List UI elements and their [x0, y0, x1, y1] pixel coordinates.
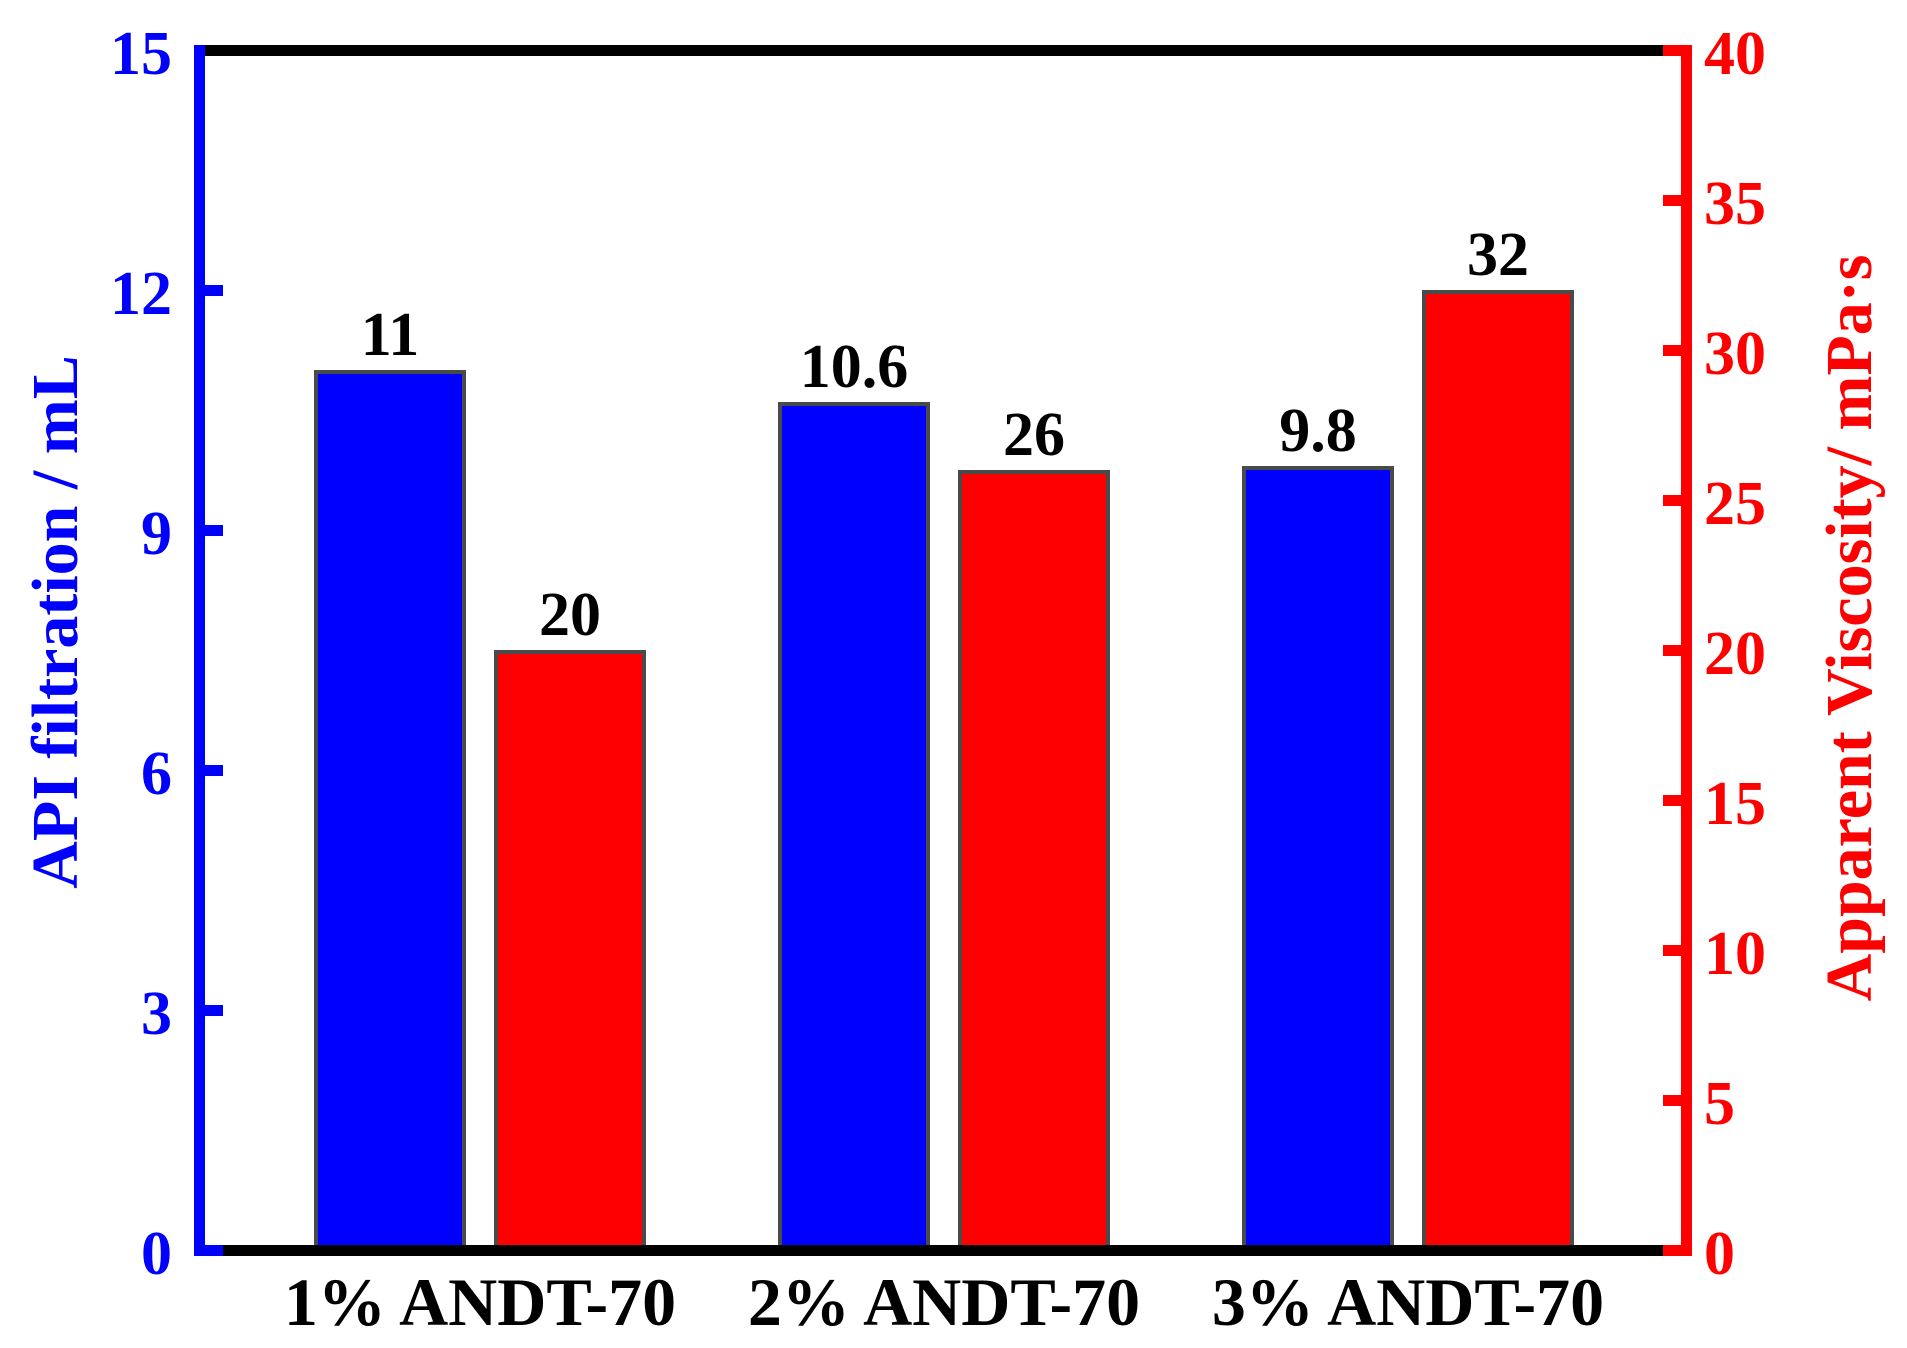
left-axis-tick: [205, 764, 223, 776]
right-tick-label: 0: [1704, 1220, 1735, 1288]
x-category-label: 1% ANDT-70: [283, 1264, 677, 1340]
plot-frame-top-line: [194, 45, 1663, 56]
left-tick-label: 6: [141, 740, 172, 808]
left-y-axis-line: [194, 45, 205, 1256]
apparent-viscosity-bar: [1422, 290, 1574, 1255]
right-y-axis-line: [1681, 45, 1692, 1256]
left-tick-label: 0: [141, 1220, 172, 1288]
right-tick-label: 20: [1704, 620, 1766, 688]
left-tick-label: 9: [141, 500, 172, 568]
bar-value-label: 9.8: [1279, 397, 1357, 465]
api-filtration-bar: [778, 402, 930, 1255]
right-axis-tick: [1663, 644, 1681, 656]
right-axis-tick: [1663, 944, 1681, 956]
apparent-viscosity-bar: [958, 470, 1110, 1255]
bar-value-label: 10.6: [799, 333, 909, 401]
left-tick-label: 3: [141, 980, 172, 1048]
plot-frame-bottom-line: [223, 1245, 1663, 1256]
right-axis-tick: [1663, 494, 1681, 506]
right-tick-label: 5: [1704, 1070, 1735, 1138]
right-tick-label: 40: [1704, 20, 1766, 88]
x-category-label: 2% ANDT-70: [747, 1264, 1141, 1340]
left-axis-tick: [205, 1004, 223, 1016]
left-axis-title: API filtration / mL: [19, 355, 92, 889]
right-axis-40-tick: [1663, 45, 1692, 56]
right-tick-label: 15: [1704, 770, 1766, 838]
left-tick-label: 15: [110, 20, 172, 88]
api-filtration-bar: [1242, 466, 1394, 1255]
bar-value-label: 32: [1467, 221, 1529, 289]
left-axis-tick: [205, 524, 223, 536]
bar-value-label: 20: [539, 581, 601, 649]
bar-value-label: 11: [360, 301, 420, 369]
right-axis-tick: [1663, 794, 1681, 806]
right-tick-label: 35: [1704, 170, 1766, 238]
right-axis-tick: [1663, 194, 1681, 206]
left-tick-label: 12: [110, 260, 172, 328]
right-axis-tick: [1663, 344, 1681, 356]
right-axis-zero-tick: [1663, 1245, 1692, 1256]
right-tick-label: 25: [1704, 470, 1766, 538]
api-filtration-bar: [314, 370, 466, 1255]
right-tick-label: 30: [1704, 320, 1766, 388]
right-axis-tick: [1663, 1094, 1681, 1106]
right-tick-label: 10: [1704, 920, 1766, 988]
x-category-label: 3% ANDT-70: [1211, 1264, 1605, 1340]
left-axis-zero-tick: [194, 1245, 223, 1256]
bar-value-label: 26: [1003, 401, 1065, 469]
left-axis-tick: [205, 284, 223, 296]
apparent-viscosity-bar: [494, 650, 646, 1255]
